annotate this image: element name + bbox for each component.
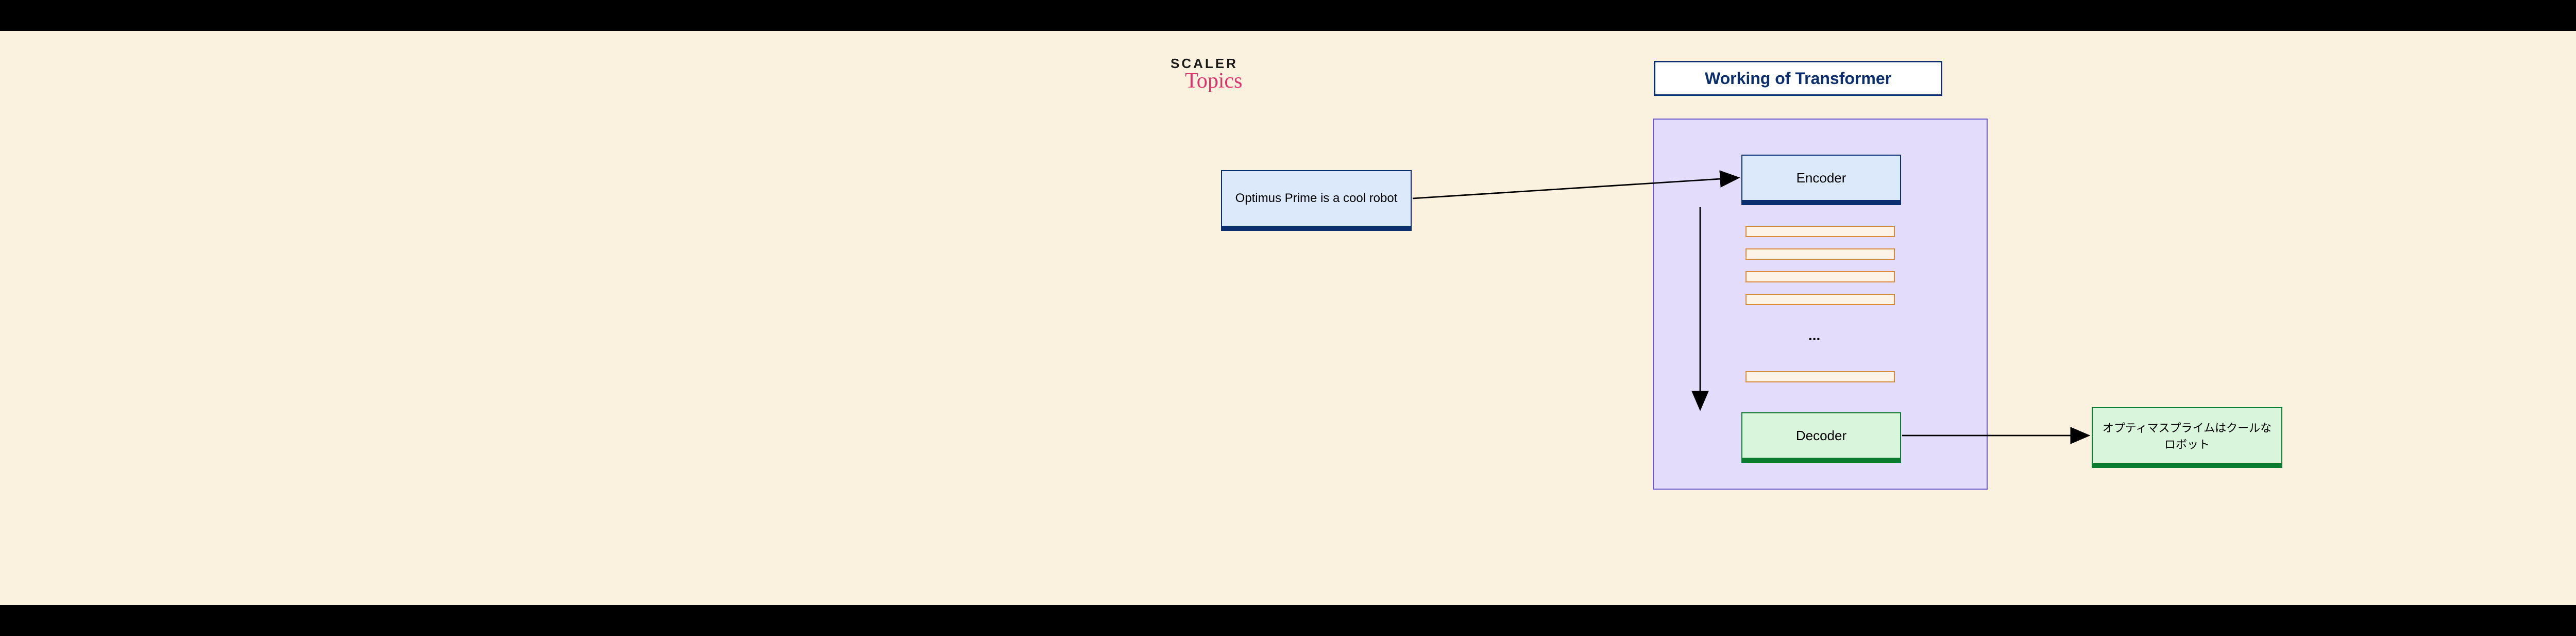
state-bar-4 xyxy=(1745,294,1895,305)
diagram-title: Working of Transformer xyxy=(1654,61,1942,96)
bottom-black-bar xyxy=(0,605,2576,636)
output-text-box: オプティマスプライムはクールなロボット xyxy=(2092,407,2282,464)
output-text: オプティマスプライムはクールなロボット xyxy=(2102,419,2272,452)
cream-bg xyxy=(0,31,2576,605)
state-bar-3 xyxy=(1745,271,1895,282)
input-text-box: Optimus Prime is a cool robot xyxy=(1221,170,1412,227)
decoder-label: Decoder xyxy=(1796,428,1846,444)
decoder-box-shadow xyxy=(1741,459,1901,463)
state-bar-1 xyxy=(1745,226,1895,237)
encoder-label: Encoder xyxy=(1797,170,1846,186)
logo-topics-text: Topics xyxy=(1185,69,1242,93)
top-black-bar xyxy=(0,0,2576,31)
diagram-title-text: Working of Transformer xyxy=(1705,69,1891,88)
state-bar-5 xyxy=(1745,371,1895,382)
input-box-shadow xyxy=(1221,227,1412,231)
input-text: Optimus Prime is a cool robot xyxy=(1235,191,1398,206)
decoder-box: Decoder xyxy=(1741,412,1901,459)
state-bar-2 xyxy=(1745,248,1895,260)
encoder-box-shadow xyxy=(1741,201,1901,205)
scaler-topics-logo: SCALER Topics xyxy=(1171,56,1242,93)
diagram-canvas: SCALER Topics Working of Transformer Opt… xyxy=(0,0,2576,636)
output-box-shadow xyxy=(2092,464,2282,468)
state-ellipsis: ... xyxy=(1808,327,1820,344)
encoder-box: Encoder xyxy=(1741,155,1901,201)
